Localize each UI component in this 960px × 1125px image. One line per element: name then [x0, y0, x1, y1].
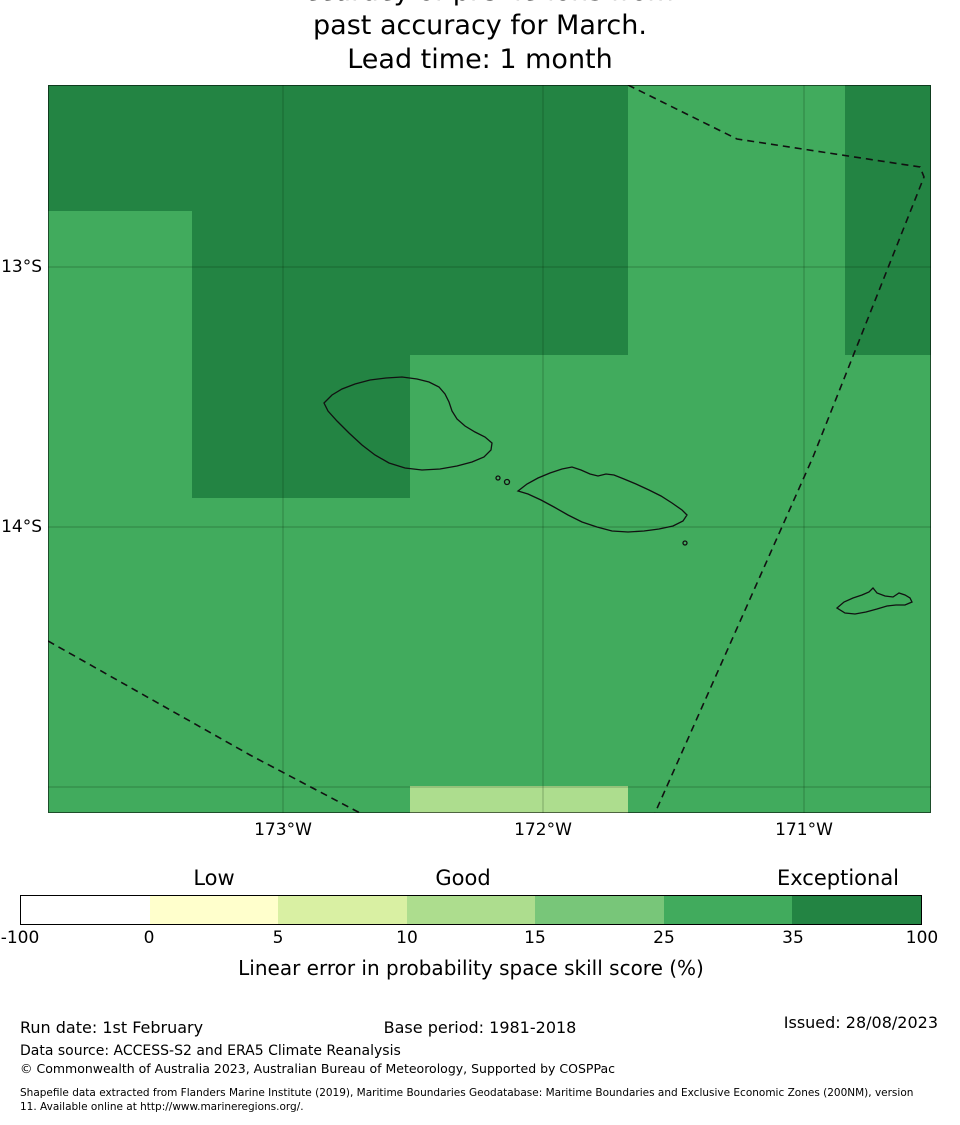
tutuila-island-outline	[835, 587, 913, 615]
shapefile-attribution-text: Shapefile data extracted from Flanders M…	[20, 1087, 914, 1113]
title-line-2: past accuracy for March.	[313, 10, 647, 41]
map-cell-low-skill-south	[410, 786, 628, 813]
colorbar-segment--100-to-0	[21, 896, 150, 924]
title-line-1-text: Accuracy of predictions from	[0, 0, 960, 9]
eez-boundary-lines	[48, 85, 925, 813]
colorbar-segment-15-to-25	[535, 896, 664, 924]
colorbar-segment-10-to-15	[406, 896, 536, 924]
colorbar-segment-35-to-100	[792, 896, 922, 924]
skill-map	[48, 85, 931, 813]
colorbar	[20, 895, 922, 925]
graticule	[48, 85, 931, 813]
issued-date-text: Issued: 28/08/2023	[783, 1013, 938, 1032]
islet-outline-1	[495, 475, 501, 481]
run-date-text: Run date: 1st February	[20, 1018, 204, 1037]
colorbar-segment-0-to-5	[149, 896, 279, 924]
y-axis-label-14s: 14°S	[1, 517, 42, 537]
colorbar-segment-5-to-10	[278, 896, 407, 924]
colorbar-tick-100: 100	[905, 928, 939, 948]
legend-category-exceptional: Exceptional	[776, 866, 900, 890]
data-source-text: Data source: ACCESS-S2 and ERA5 Climate …	[20, 1043, 401, 1059]
colorbar-tick-0: 0	[143, 928, 155, 948]
map-cell-high-skill-north-central	[192, 85, 628, 355]
map-cell-high-skill-northeast	[845, 85, 931, 355]
colorbar-axis-label: Linear error in probability space skill …	[238, 956, 704, 980]
x-axis-label-173w: 173°W	[254, 820, 312, 840]
colorbar-segment-25-to-35	[663, 896, 793, 924]
colorbar-tick-10: 10	[396, 928, 418, 948]
legend-category-good: Good	[435, 866, 491, 890]
map-frame	[48, 85, 931, 813]
colorbar-tick-25: 25	[653, 928, 675, 948]
x-axis-label-171w: 171°W	[775, 820, 833, 840]
colorbar-tick-15: 15	[524, 928, 546, 948]
colorbar-tick-5: 5	[272, 928, 284, 948]
x-axis-label-172w: 172°W	[514, 820, 572, 840]
eez-boundary-southwest	[48, 640, 361, 813]
map-cell-high-skill-west	[192, 355, 410, 498]
islet-outline-2	[503, 478, 511, 486]
y-axis-label-13s: 13°S	[1, 257, 42, 277]
savaii-island-outline	[323, 376, 493, 471]
base-period-text: Base period: 1981-2018	[383, 1018, 577, 1037]
island-outlines	[323, 376, 913, 615]
copyright-text: © Commonwealth of Australia 2023, Austra…	[20, 1061, 615, 1076]
upolu-island-outline	[516, 466, 688, 533]
title-line-1-clipped: Accuracy of predictions from	[0, 0, 960, 9]
legend-category-low: Low	[193, 866, 235, 890]
islet-outline-3	[682, 540, 688, 546]
colorbar-tick--100: -100	[0, 928, 40, 948]
title-line-3: Lead time: 1 month	[347, 44, 613, 75]
map-cell-high-skill-northwest	[48, 85, 192, 211]
figure-title: Accuracy of predictions from past accura…	[0, 0, 960, 77]
eez-boundary-east	[627, 85, 925, 813]
colorbar-tick-35: 35	[782, 928, 804, 948]
